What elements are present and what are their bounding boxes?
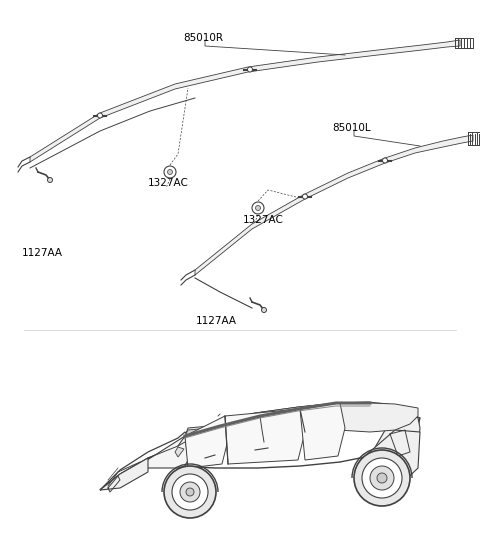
Text: 1327AC: 1327AC <box>243 215 284 225</box>
Polygon shape <box>365 408 420 492</box>
Circle shape <box>255 206 261 211</box>
Polygon shape <box>185 404 370 442</box>
Polygon shape <box>100 436 188 490</box>
Text: 1327AC: 1327AC <box>148 178 189 188</box>
Polygon shape <box>175 447 184 457</box>
Polygon shape <box>100 432 188 490</box>
Polygon shape <box>225 409 305 464</box>
Polygon shape <box>100 458 148 490</box>
Circle shape <box>164 166 176 178</box>
Polygon shape <box>300 403 345 460</box>
Circle shape <box>383 158 387 163</box>
Polygon shape <box>185 402 398 436</box>
Circle shape <box>172 474 208 510</box>
Circle shape <box>168 170 172 174</box>
Polygon shape <box>185 416 228 468</box>
Polygon shape <box>100 412 420 490</box>
Circle shape <box>362 458 402 498</box>
Circle shape <box>302 194 308 199</box>
Text: 1127AA: 1127AA <box>196 316 237 326</box>
Circle shape <box>48 177 52 183</box>
Circle shape <box>97 113 103 118</box>
Circle shape <box>248 67 252 72</box>
Polygon shape <box>365 430 420 494</box>
Text: 1127AA: 1127AA <box>22 248 63 258</box>
Polygon shape <box>30 40 460 162</box>
Circle shape <box>354 450 410 506</box>
Circle shape <box>377 473 387 483</box>
Circle shape <box>164 466 216 518</box>
Polygon shape <box>195 135 473 275</box>
Polygon shape <box>185 403 340 436</box>
Circle shape <box>180 482 200 502</box>
Polygon shape <box>335 403 418 432</box>
Circle shape <box>262 307 266 312</box>
Text: 85010L: 85010L <box>332 123 371 133</box>
Circle shape <box>252 202 264 214</box>
Circle shape <box>186 488 194 496</box>
Circle shape <box>370 466 394 490</box>
Text: 85010R: 85010R <box>183 33 223 43</box>
